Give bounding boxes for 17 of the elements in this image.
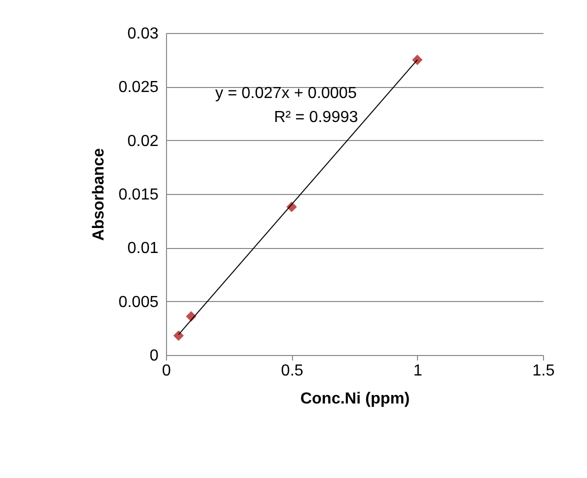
x-tick-label: 0: [162, 362, 172, 380]
x-tick-label: 0.5: [281, 362, 304, 380]
annotation: y = 0.027x + 0.0005: [215, 85, 357, 102]
y-tick-label: 0.025: [118, 79, 159, 96]
y-tick-label: 0.03: [127, 26, 159, 42]
annotation: R² = 0.9993: [274, 109, 358, 126]
y-axis-title: Absorbance: [90, 148, 108, 241]
y-tick-label: 0.015: [118, 186, 159, 204]
point: [412, 54, 423, 66]
x-tick-label: 1: [413, 362, 422, 380]
y-tick-label: 0.005: [118, 294, 159, 311]
x-tick-label: 1.5: [532, 362, 555, 380]
y-tick-label: 0: [150, 348, 159, 364]
point: [173, 330, 184, 341]
y-tick-label: 0.01: [127, 240, 159, 258]
y-tick-label: 0.02: [127, 132, 159, 150]
x-axis-title: Conc.Ni (ppm): [300, 390, 410, 408]
